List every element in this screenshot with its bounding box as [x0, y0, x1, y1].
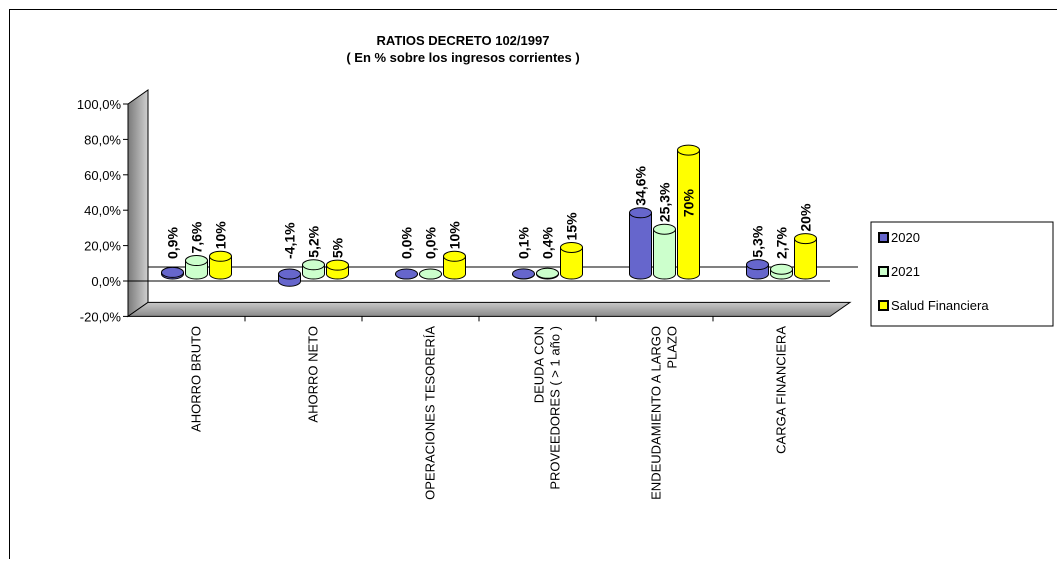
bar-top	[209, 250, 232, 262]
category-label: PROVEEDORES ( > 1 año )	[548, 326, 563, 490]
category-label: AHORRO BRUTO	[189, 326, 204, 432]
bar-top	[395, 268, 418, 280]
bar-body	[653, 228, 676, 280]
chart-title: RATIOS DECRETO 102/1997	[377, 33, 550, 48]
bar-2020	[394, 268, 419, 280]
y-tick-label: 80,0%	[84, 132, 121, 147]
bar-2020	[746, 259, 769, 280]
bar-2020	[278, 268, 301, 287]
bar-top	[185, 255, 208, 267]
data-label: 0,4%	[540, 227, 556, 259]
category-labels-layer: AHORRO BRUTO AHORRO NETO OPERACIONES TESOR…	[189, 326, 789, 500]
data-label: 0,0%	[399, 227, 415, 259]
bar-top	[677, 144, 700, 156]
bar-2020	[161, 266, 184, 280]
bar-body	[560, 246, 583, 280]
data-label: 5,3%	[750, 225, 766, 257]
bar-salud-financiera	[209, 250, 232, 280]
bar-top	[653, 223, 676, 235]
y-tick-label: 60,0%	[84, 168, 121, 183]
bar-top	[770, 263, 793, 275]
bar-top	[560, 241, 583, 253]
axis-layer: 100,0% 80,0% 60,0% 40,0% 20,0% 0,0% -20,0%	[77, 89, 858, 324]
bar-top	[161, 266, 184, 278]
bar-body	[794, 238, 817, 280]
bar-2021	[185, 255, 208, 280]
data-label: 15%	[564, 212, 580, 241]
data-label: 10%	[213, 221, 229, 250]
bar-top	[794, 233, 817, 245]
data-label: 70%	[681, 189, 697, 218]
bar-top	[536, 267, 559, 279]
bar-top	[443, 250, 466, 262]
y-tick-label: -20,0%	[80, 309, 122, 324]
legend-swatch	[878, 266, 889, 277]
bar-top	[326, 259, 349, 271]
category-label: AHORRO NETO	[306, 326, 321, 423]
y-tick-label: 20,0%	[84, 239, 121, 254]
bar-body	[629, 212, 652, 280]
y-tick-label: 0,0%	[91, 274, 121, 289]
bar-2021	[418, 268, 443, 280]
bar-salud-financiera	[794, 233, 817, 280]
data-labels-layer: 0,9% 7,6% 10% -4,1% 5,2% 5% 0,0% 0,0% 10% 0,1% 0,4…	[165, 166, 814, 259]
data-label: 25,3%	[657, 182, 673, 222]
data-label: 0,9%	[165, 227, 181, 259]
legend-swatch	[878, 232, 889, 243]
y-tick-label: 40,0%	[84, 203, 121, 218]
bar-top	[278, 268, 301, 280]
bar-2020	[512, 268, 535, 280]
data-label: 0,1%	[516, 227, 532, 259]
data-label: 2,7%	[774, 227, 790, 259]
bar-salud-financiera	[443, 250, 466, 280]
bar-top	[419, 268, 442, 280]
data-label: 5%	[330, 237, 346, 258]
bar-body	[443, 255, 466, 280]
chart-svg: RATIOS DECRETO 102/1997 ( En % sobre los…	[77, 33, 1054, 500]
legend-label: 2021	[891, 264, 920, 279]
data-label: 0,0%	[423, 227, 439, 259]
bar-top	[629, 207, 652, 219]
bar-2021	[770, 263, 793, 280]
category-label: PLAZO	[665, 326, 680, 369]
data-label: 5,2%	[306, 225, 322, 257]
category-label: OPERACIONES TESORERÍA	[423, 326, 438, 500]
legend: 2020 2021 Salud Financiera	[870, 221, 1054, 327]
bar-2021	[653, 223, 676, 280]
bars-layer	[161, 144, 817, 287]
bar-top	[512, 268, 535, 280]
legend-box	[870, 221, 1054, 327]
bar-2021	[536, 267, 559, 280]
bar-2020	[629, 207, 652, 280]
data-label: 20%	[798, 203, 814, 232]
bar-body	[677, 149, 700, 280]
category-label: DEUDA CON	[532, 326, 547, 403]
legend-swatch	[878, 300, 889, 311]
legend-label: Salud Financiera	[891, 298, 989, 313]
bar-2021	[302, 259, 325, 280]
side-wall	[127, 89, 149, 318]
bar-top	[302, 259, 325, 271]
chart-frame: RATIOS DECRETO 102/1997 ( En % sobre los…	[9, 9, 1057, 559]
bar-salud-financiera	[326, 259, 349, 280]
category-label: ENDEUDAMIENTO A LARGO	[649, 326, 664, 500]
category-label: CARGA FINANCIERA	[774, 326, 789, 454]
chart-subtitle: ( En % sobre los ingresos corrientes )	[346, 50, 579, 65]
bar-salud-financiera	[560, 241, 583, 280]
legend-label: 2020	[891, 230, 920, 245]
y-tick-label: 100,0%	[77, 97, 122, 112]
bar-top	[746, 259, 769, 271]
bar-salud-financiera	[677, 144, 700, 280]
legend-items: 2020 2021 Salud Financiera	[878, 230, 989, 313]
data-label: 7,6%	[189, 221, 205, 253]
floor	[126, 301, 852, 317]
data-label: 10%	[447, 221, 463, 250]
data-label: -4,1%	[282, 222, 298, 259]
data-label: 34,6%	[633, 166, 649, 206]
bar-body	[209, 255, 232, 280]
